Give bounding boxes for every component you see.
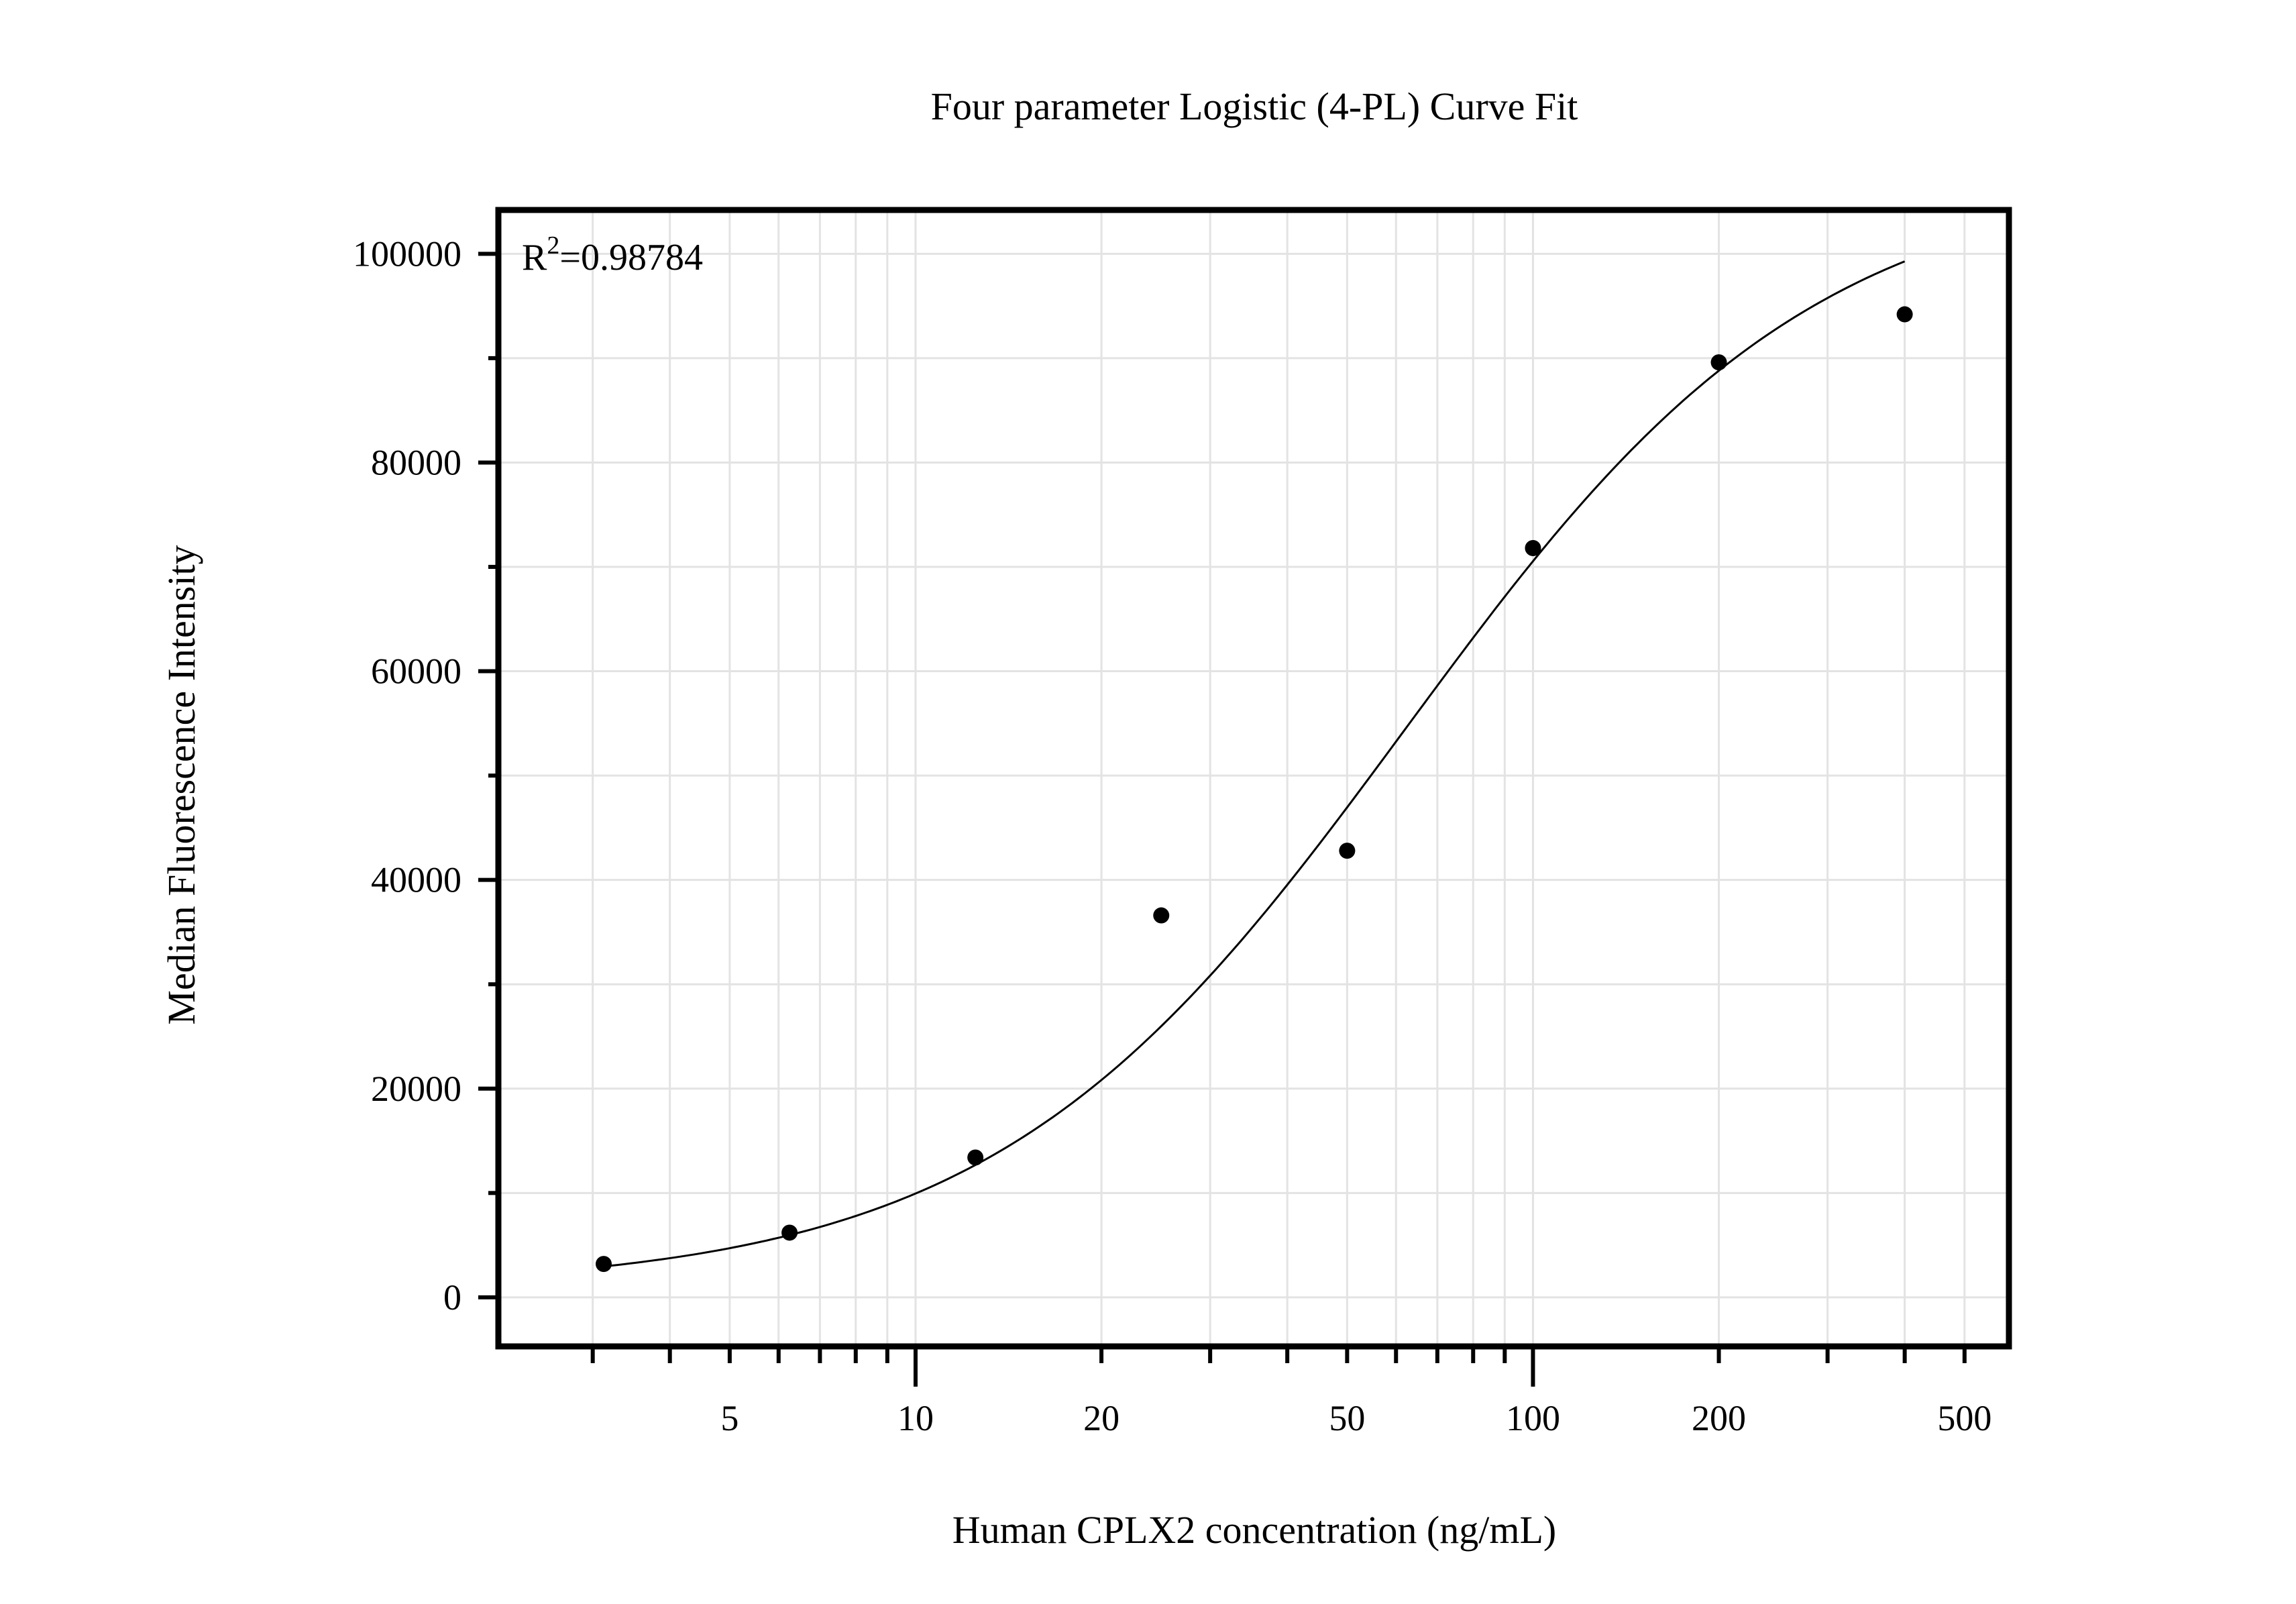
plot-background [498, 210, 2009, 1346]
fit-curve [603, 260, 1906, 1268]
x-tick-label: 10 [897, 1398, 934, 1438]
x-tick-label: 200 [1692, 1398, 1746, 1438]
x-axis-label: Human CPLX2 concentration (ng/mL) [952, 1508, 1556, 1552]
y-tick-label: 60000 [371, 651, 461, 692]
data-point [1153, 907, 1170, 924]
r2-value: =0.98784 [559, 237, 703, 278]
y-tick-label: 0 [443, 1277, 461, 1318]
x-tick-label: 500 [1937, 1398, 1991, 1438]
r-squared-annotation: R2=0.98784 [522, 231, 703, 278]
y-tick-label: 20000 [371, 1069, 461, 1109]
x-tick-label: 100 [1506, 1398, 1560, 1438]
data-point [967, 1149, 984, 1166]
gridlines [498, 210, 2009, 1346]
chart-title: Four parameter Logistic (4-PL) Curve Fit [931, 85, 1578, 128]
x-tick-label: 20 [1083, 1398, 1119, 1438]
data-point [1339, 843, 1356, 859]
r2-superscript: 2 [547, 231, 559, 260]
data-point [1525, 540, 1541, 556]
plot-frame [495, 207, 2012, 1350]
y-axis: 0 20000 40000 60000 80000 100000 [353, 233, 498, 1318]
r2-prefix: R [522, 237, 547, 278]
plot-area [495, 207, 2012, 1350]
data-point [781, 1224, 798, 1241]
x-tick-label: 50 [1329, 1398, 1365, 1438]
data-point [1710, 354, 1727, 371]
y-axis-label: Median Fluorescence Intensity [160, 545, 203, 1024]
data-point [1896, 306, 1913, 323]
data-points [596, 306, 1913, 1273]
x-tick-label: 5 [720, 1398, 739, 1438]
y-tick-label: 100000 [353, 233, 461, 274]
data-point [596, 1256, 612, 1273]
y-tick-label: 40000 [371, 860, 461, 900]
y-tick-label: 80000 [371, 442, 461, 482]
x-axis: 5 10 20 50 100 200 500 [590, 1346, 1991, 1438]
